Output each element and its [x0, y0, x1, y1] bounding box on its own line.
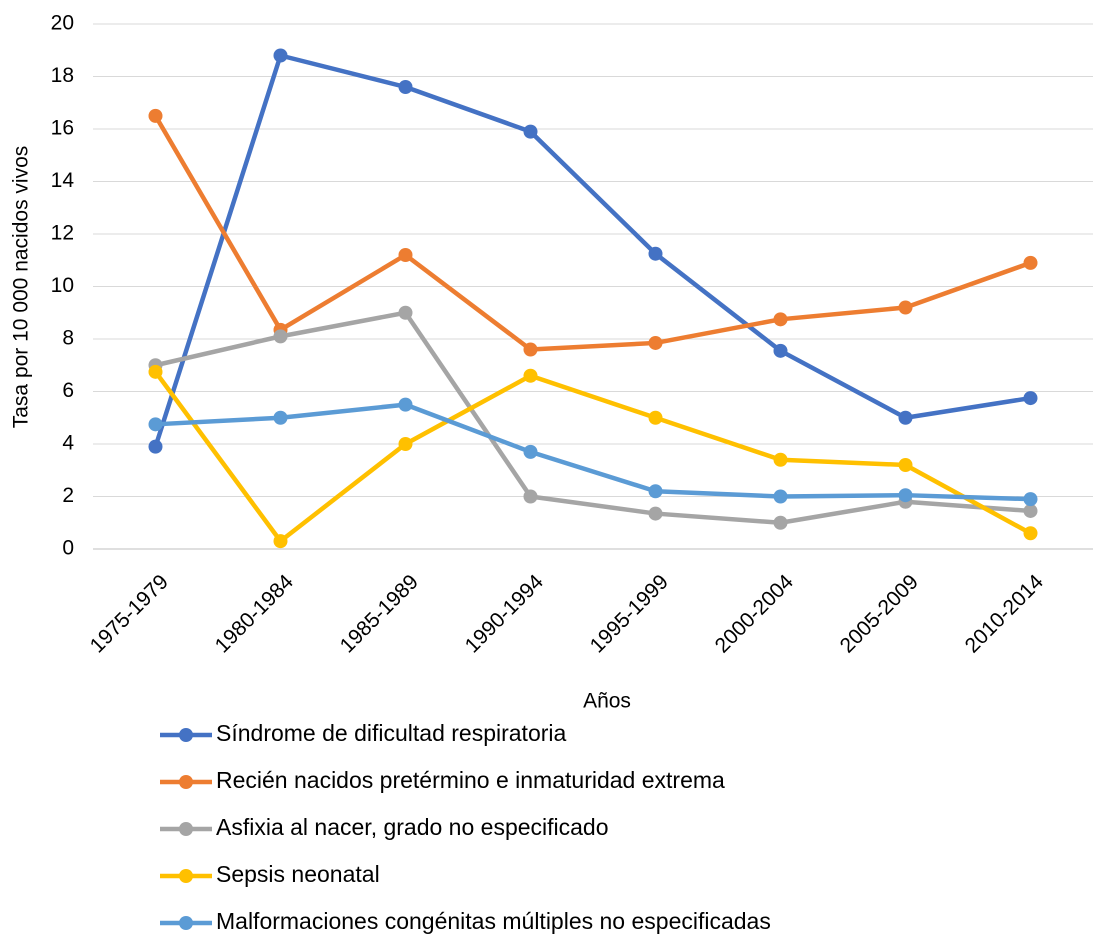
series-line	[155, 402, 1031, 502]
point	[1023, 503, 1038, 518]
series-line	[153, 53, 1031, 448]
y-tick-label: 18	[51, 64, 74, 87]
point	[273, 410, 288, 425]
x-tick-label: 1985-1989	[336, 570, 423, 657]
series-line	[154, 310, 1031, 525]
point	[648, 246, 663, 261]
legend-swatch-dot	[179, 822, 193, 836]
point	[398, 305, 413, 320]
point	[398, 248, 413, 262]
legend-label: Recién nacidos pretérmino e inmaturidad …	[216, 767, 725, 793]
series-line	[153, 370, 1032, 544]
x-tick-label: 2005-2009	[836, 570, 923, 657]
y-tick-label: 4	[62, 432, 74, 455]
point	[523, 368, 538, 383]
point	[148, 108, 163, 123]
x-tick-label: 1995-1999	[586, 570, 673, 657]
y-tick-label: 12	[51, 222, 74, 245]
x-tick-label: 2000-2004	[711, 570, 799, 658]
point	[648, 506, 663, 521]
point	[523, 489, 538, 504]
point	[773, 515, 788, 530]
y-tick-label: 0	[62, 537, 74, 560]
x-tick-label: 1990-1994	[461, 570, 549, 658]
point	[1023, 526, 1038, 541]
legend-label: Síndrome de dificultad respiratoria	[216, 720, 566, 746]
point	[273, 48, 288, 63]
point	[648, 484, 663, 499]
series-line	[153, 114, 1032, 352]
point	[398, 397, 413, 412]
point	[148, 439, 163, 454]
point	[773, 452, 788, 467]
y-tick-label: 2	[62, 484, 74, 507]
point	[523, 444, 538, 459]
y-tick-label: 10	[51, 274, 74, 297]
legend-label: Asfixia al nacer, grado no especificado	[216, 814, 609, 840]
legend-label: Malformaciones congénitas múltiples no e…	[216, 908, 771, 934]
x-axis-title: Años	[583, 690, 631, 713]
y-axis-title: Tasa por 10 000 nacidos vivos	[10, 146, 33, 429]
point	[898, 300, 913, 315]
point	[773, 343, 788, 358]
point	[898, 458, 913, 472]
legend-swatch-dot	[179, 728, 193, 742]
point	[898, 488, 913, 503]
legend-label: Sepsis neonatal	[216, 861, 380, 887]
point	[898, 410, 913, 425]
point	[1023, 255, 1038, 270]
y-tick-label: 20	[51, 12, 74, 35]
legend-swatch-dot	[179, 869, 193, 883]
y-tick-label: 14	[51, 169, 75, 192]
y-tick-label: 6	[62, 379, 74, 402]
point	[273, 534, 288, 549]
point	[523, 342, 538, 357]
point	[648, 410, 663, 425]
point	[398, 437, 413, 451]
point	[773, 489, 788, 504]
x-tick-label: 1975-1979	[86, 570, 173, 657]
point	[1023, 492, 1038, 507]
point	[148, 417, 163, 432]
legend-swatch-dot	[179, 775, 193, 789]
point	[648, 335, 663, 350]
x-tick-label: 2010-2014	[961, 570, 1049, 658]
point	[273, 329, 288, 344]
y-tick-label: 8	[62, 327, 74, 350]
y-tick-label: 16	[51, 117, 74, 140]
point	[148, 364, 163, 379]
x-tick-label: 1980-1984	[211, 570, 299, 658]
point	[773, 312, 788, 327]
point	[398, 80, 413, 94]
legend-swatch-dot	[179, 916, 193, 930]
point	[1023, 391, 1038, 406]
point	[523, 124, 538, 139]
